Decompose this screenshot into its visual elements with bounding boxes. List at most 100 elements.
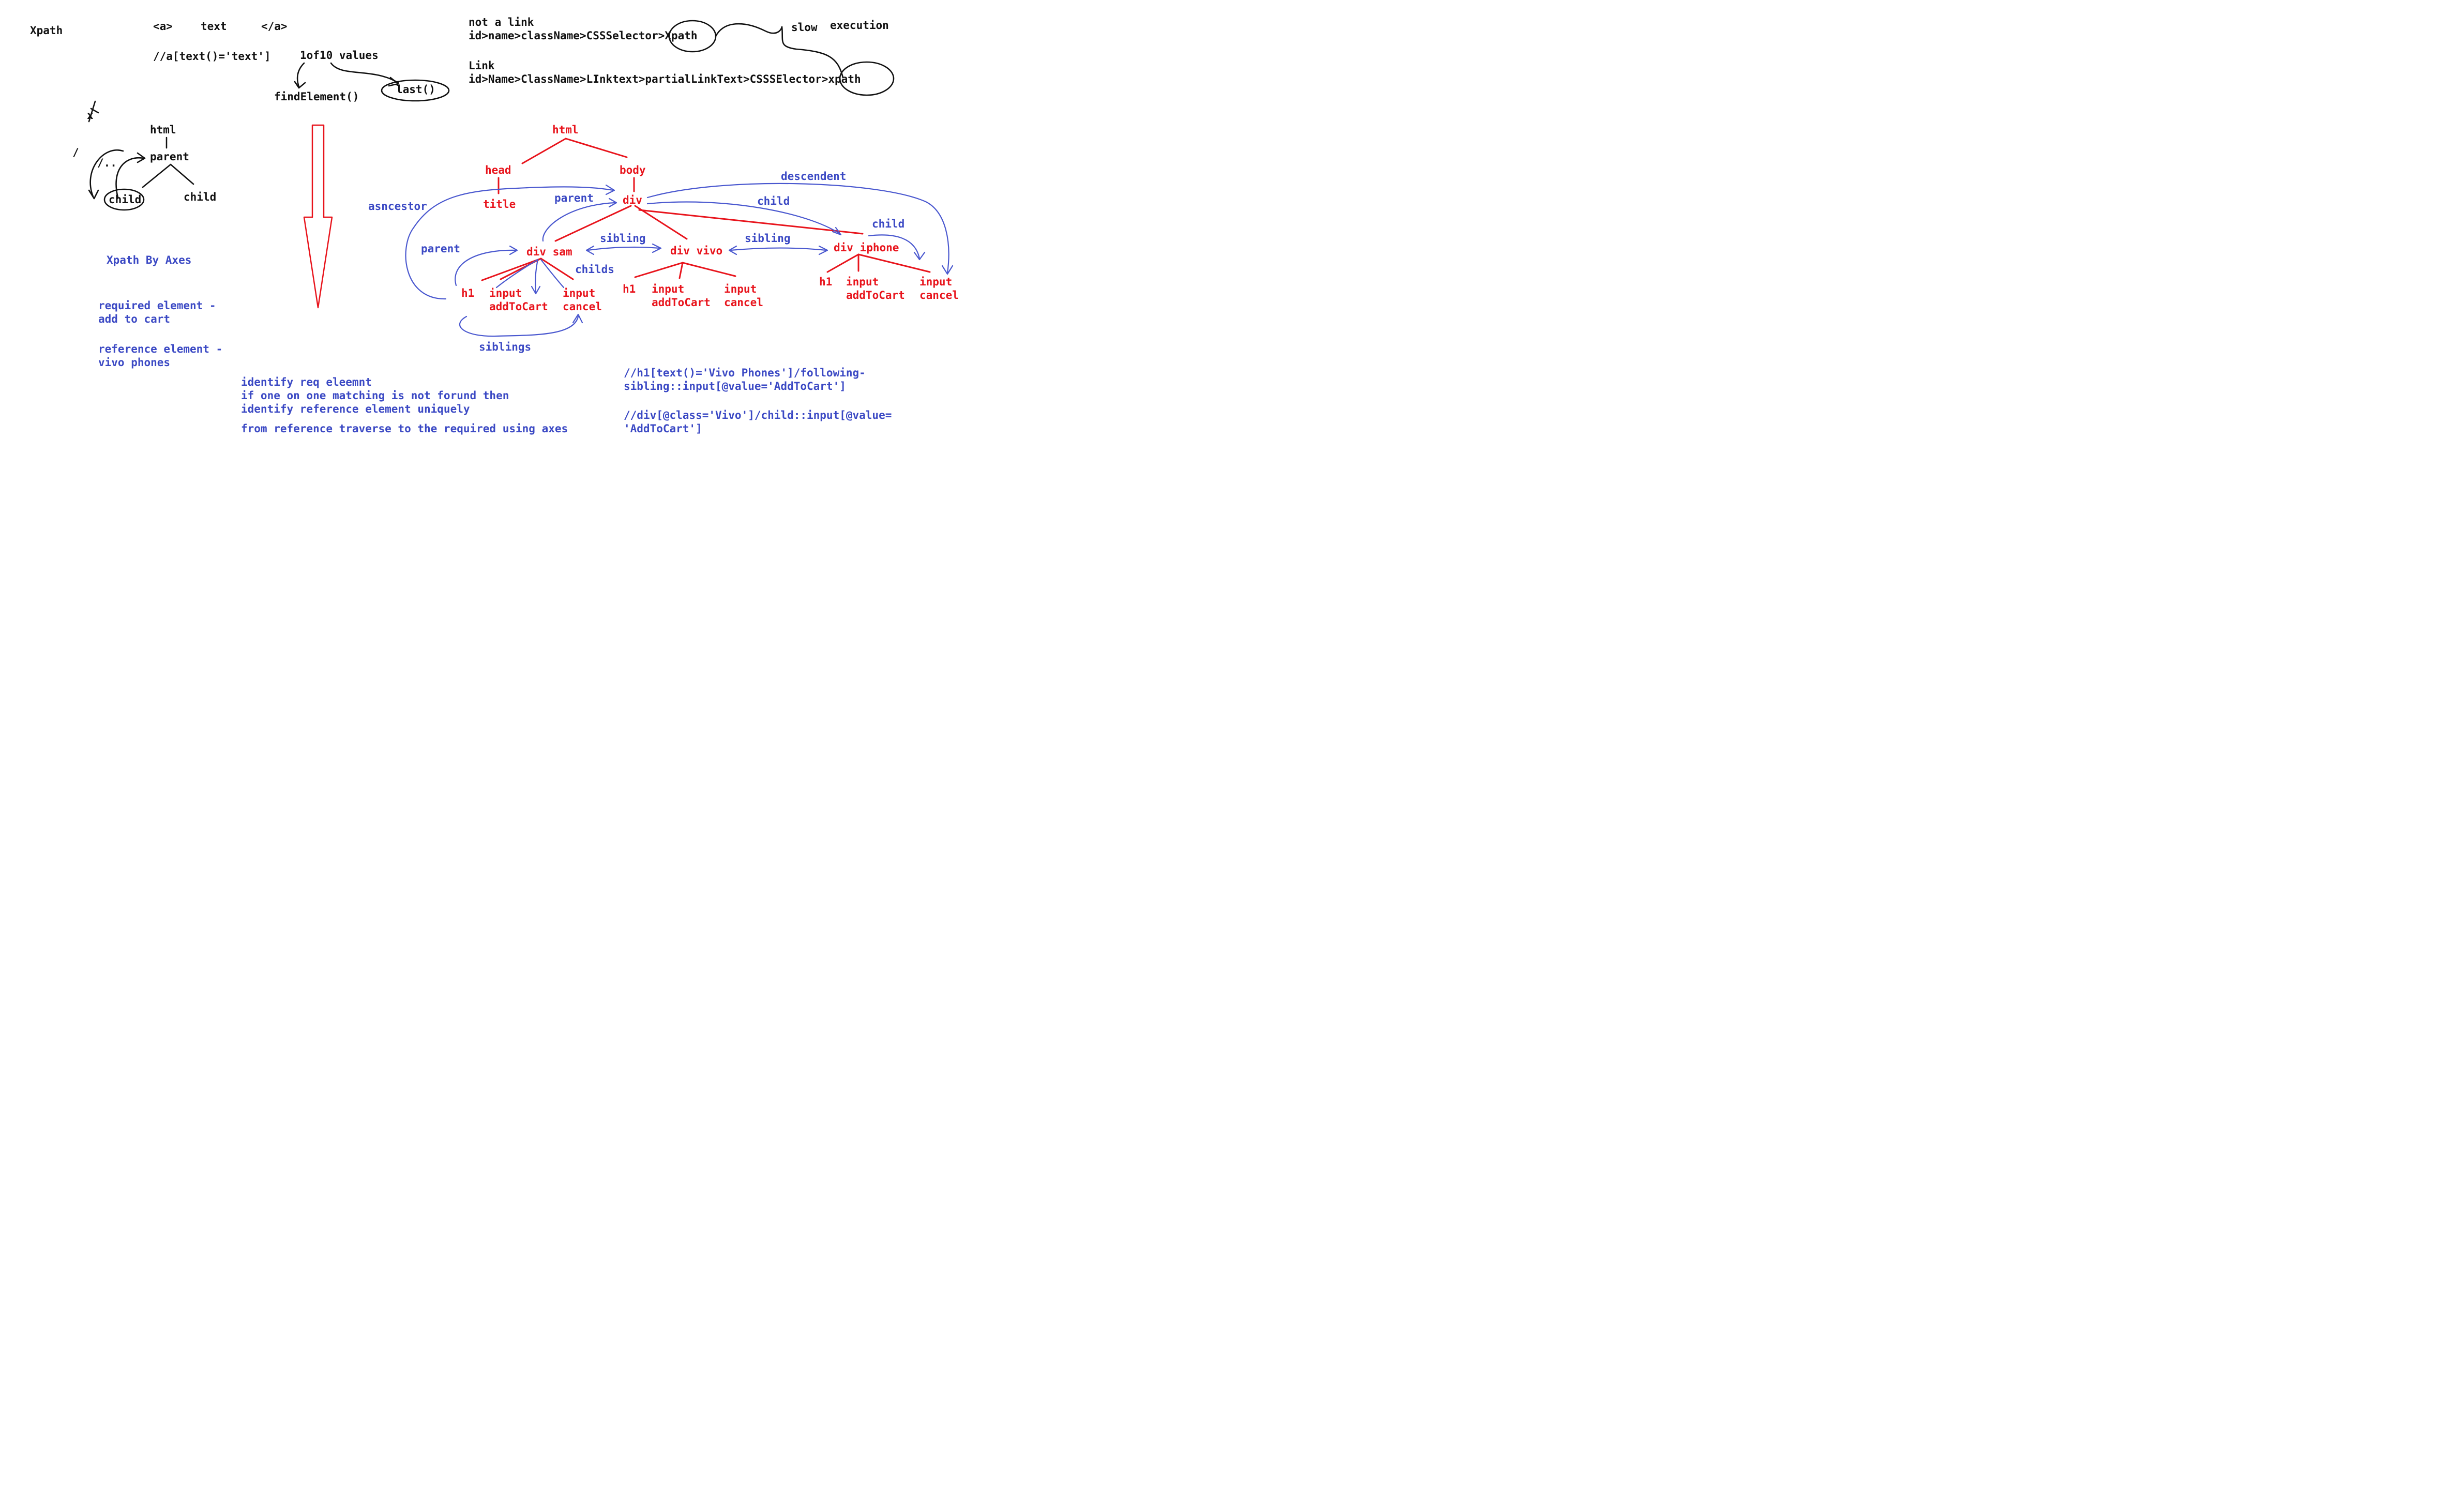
axes-steps: identify req eleemnt if one on one match… (241, 376, 568, 435)
arrow-to-last (330, 62, 399, 84)
mini-child-circled-label: child (109, 193, 141, 206)
required-element-line2: add to cart (98, 313, 170, 325)
ancestor-arrow (405, 186, 614, 300)
edge-html-body (565, 138, 628, 158)
required-element-line1: required element - (98, 299, 216, 312)
mini-dotdot-label: /.. (97, 157, 117, 169)
slow-connector (715, 23, 783, 37)
chain-not-link: id>name>className>CSSSelector>Xpath (469, 29, 698, 42)
childs-arrow-3 (540, 259, 565, 289)
xpath-by-axes-title: Xpath By Axes (107, 254, 191, 266)
node-div-sam: div sam (526, 246, 572, 258)
edge-div-vivo (634, 205, 688, 240)
mini-html-label: html (150, 124, 176, 136)
link-label: Link (469, 59, 495, 72)
edge-div-iphone (638, 209, 864, 235)
xpath-text-example: //a[text()='text'] (153, 50, 271, 63)
reference-element-line2: vivo phones (98, 356, 170, 369)
arrow-head (913, 251, 926, 261)
node-iphone-input-2: input (919, 276, 952, 288)
reference-element-line1: reference element - (98, 343, 222, 355)
parent-arrow-top (542, 202, 616, 242)
mini-parent-child-tree: x html parent / /.. child child (72, 100, 216, 211)
one-of-ten-values: 1of10 values (300, 49, 379, 62)
arrow-head (652, 243, 662, 253)
childs-arrow-1 (495, 259, 539, 289)
example-2-line2: 'AddToCart'] (624, 422, 702, 435)
node-head: head (485, 164, 511, 176)
step-4: from reference traverse to the required … (241, 422, 568, 435)
axes-arrows: asncestor parent parent descendent child… (368, 170, 954, 353)
mini-parent-label: parent (150, 150, 189, 163)
arrow-head (608, 198, 617, 208)
sibling-label-1: sibling (600, 232, 646, 245)
edge-div-sam (554, 205, 632, 242)
node-body: body (620, 164, 646, 176)
mini-child-circle (103, 188, 145, 211)
mini-branch-lines (142, 163, 194, 188)
mini-child-label: child (184, 191, 216, 203)
mini-slash-label: / (72, 146, 79, 159)
edge-vivo-addtocart (678, 262, 684, 279)
node-div-iphone: div iphone (834, 241, 899, 254)
edge-sam-cancel (540, 258, 574, 280)
sibling-arrow-1 (586, 246, 661, 251)
node-sam-input-2: input (563, 287, 595, 299)
locator-priority-notes: not a link id>name>className>CSSSelector… (469, 16, 895, 96)
arrow-head (88, 189, 99, 200)
arrow-head (531, 285, 541, 295)
arrow-head (605, 184, 615, 195)
arrow-head (294, 81, 306, 89)
node-div: div (623, 194, 642, 206)
arrow-head (941, 265, 954, 275)
childs-label: childs (575, 263, 614, 276)
node-sam-h1: h1 (461, 287, 474, 299)
axes-legend: Xpath By Axes required element - add to … (98, 254, 222, 369)
descendent-arrow (646, 183, 949, 274)
parent-arrow-left (455, 249, 517, 286)
anchor-close-tag: </a> (261, 20, 288, 33)
edge-sam-h1 (481, 258, 542, 281)
edge-iphone-h1 (826, 253, 859, 273)
execution-label: execution (830, 19, 889, 32)
dom-tree: html head body title div div sam div viv… (461, 124, 959, 313)
find-element-label: findElement() (274, 90, 359, 103)
descendent-label: descendent (781, 170, 846, 183)
node-sam-cancel: cancel (563, 300, 602, 313)
arrow-head (728, 245, 737, 255)
xpath-examples: //h1[text()='Vivo Phones']/following- si… (624, 367, 892, 435)
xpath-notes: Xpath <a> text </a> //a[text()='text'] 1… (30, 20, 450, 103)
example-1-line2: sibling::input[@value='AddToCart'] (624, 380, 846, 392)
sibling-label-2: sibling (745, 232, 791, 245)
node-iphone-addtocart: addToCart (846, 289, 905, 301)
asncestor-label: asncestor (368, 200, 427, 213)
last-function-label: last() (396, 83, 435, 96)
edge-vivo-h1 (634, 262, 684, 278)
siblings-label: siblings (479, 341, 531, 353)
step-2: if one on one matching is not forund the… (241, 389, 509, 402)
node-iphone-cancel: cancel (919, 289, 959, 301)
child-arrow-top (646, 201, 841, 235)
step-1: identify req eleemnt (241, 376, 372, 388)
arrow-head (818, 245, 828, 255)
slow-connector-2 (781, 26, 844, 79)
edge-html-head (521, 138, 567, 164)
parent-label-top: parent (554, 192, 594, 204)
child-label-right: child (872, 218, 904, 230)
example-2-line1: //div[@class='Vivo']/child::input[@value… (624, 409, 892, 421)
node-vivo-input-1: input (652, 283, 684, 295)
sibling-arrow-2 (729, 247, 827, 251)
xpath-circle-2 (839, 61, 895, 96)
arrow-head (832, 226, 842, 236)
edge-vivo-cancel (682, 262, 736, 277)
mini-dotdot-arrow (115, 157, 145, 199)
arrow-head (137, 152, 146, 163)
not-a-link-label: not a link (469, 16, 534, 28)
arrow-head (388, 77, 399, 87)
example-1-line1: //h1[text()='Vivo Phones']/following- (624, 367, 866, 379)
arrow-head (585, 245, 595, 255)
node-title: title (483, 198, 516, 210)
arrow-head (572, 313, 583, 324)
node-iphone-h1: h1 (819, 276, 832, 288)
